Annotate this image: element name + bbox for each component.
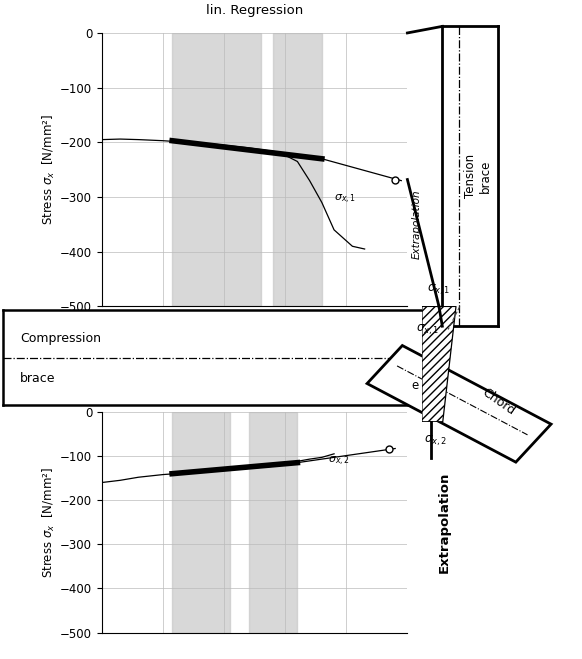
Bar [249, 412, 297, 633]
Bar [172, 412, 230, 633]
Bar [273, 33, 322, 306]
Text: Chord: Chord [479, 386, 517, 418]
Y-axis label: Stress $\sigma_x$  [N/mm²]: Stress $\sigma_x$ [N/mm²] [41, 467, 57, 578]
Polygon shape [367, 345, 551, 462]
Text: $\sigma_{x,1}$: $\sigma_{x,1}$ [334, 193, 356, 206]
Text: $\sigma_{x,1}$: $\sigma_{x,1}$ [427, 283, 450, 297]
Text: e: e [411, 379, 418, 392]
Text: Compression: Compression [20, 332, 101, 345]
Text: lin. Regression: lin. Regression [206, 3, 303, 16]
Y-axis label: Stress $\sigma_x$  [N/mm²]: Stress $\sigma_x$ [N/mm²] [41, 114, 57, 225]
Text: brace: brace [20, 372, 55, 385]
Text: $\sigma_{x,2}$: $\sigma_{x,2}$ [328, 455, 350, 469]
Text: $\sigma_{x,1}$: $\sigma_{x,1}$ [416, 322, 439, 337]
Polygon shape [422, 306, 456, 422]
Text: $\sigma_{x,2}$: $\sigma_{x,2}$ [424, 434, 446, 447]
Text: Extrapolation: Extrapolation [412, 190, 422, 259]
Text: Extrapolation: Extrapolation [438, 472, 450, 573]
Text: Position x: Position x [225, 387, 285, 400]
Text: Tension
brace: Tension brace [464, 154, 492, 198]
Bar [172, 33, 261, 306]
Text: Position x: Position x [225, 326, 285, 339]
